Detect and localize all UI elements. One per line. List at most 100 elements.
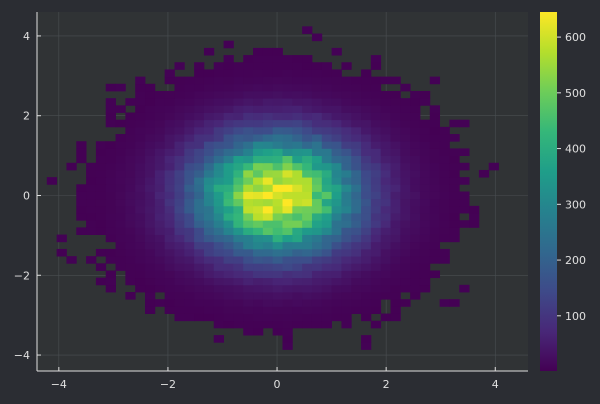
heatmap-cell	[203, 299, 215, 307]
heatmap-cell	[203, 155, 215, 164]
heatmap-cell	[410, 277, 421, 286]
heatmap-cell	[243, 119, 254, 128]
heatmap-cell	[331, 241, 342, 250]
heatmap-cell	[370, 270, 382, 279]
heatmap-cell	[203, 256, 215, 264]
heatmap-cell	[331, 83, 342, 92]
heatmap-cell	[469, 213, 480, 221]
heatmap-cell	[419, 213, 431, 221]
heatmap-cell	[341, 155, 352, 164]
heatmap-cell	[390, 234, 401, 243]
heatmap-cell	[194, 306, 205, 314]
heatmap-cell	[370, 248, 382, 257]
heatmap-cell	[86, 227, 97, 235]
heatmap-cell	[390, 134, 401, 142]
heatmap-cell	[184, 220, 195, 228]
heatmap-cell	[174, 213, 185, 221]
heatmap-cell	[282, 299, 293, 307]
heatmap-cell	[164, 112, 175, 121]
heatmap-cell	[390, 220, 401, 228]
heatmap-cell	[233, 177, 244, 185]
heatmap-cell	[135, 198, 146, 207]
heatmap-cell	[429, 220, 441, 228]
heatmap-cell	[341, 277, 352, 286]
heatmap-cell	[380, 213, 391, 221]
heatmap-cell	[370, 134, 382, 142]
heatmap-cell	[262, 112, 274, 121]
heatmap-cell	[223, 270, 234, 279]
heatmap-cell	[351, 191, 362, 200]
heatmap-cell	[282, 227, 293, 235]
heatmap-cell	[262, 162, 274, 171]
heatmap-cell	[272, 313, 283, 322]
heatmap-cell	[174, 234, 185, 243]
heatmap-cell	[419, 256, 431, 264]
heatmap-cell	[213, 105, 224, 113]
heatmap-cell	[203, 248, 215, 257]
heatmap-cell	[361, 335, 372, 343]
heatmap-cell	[135, 220, 146, 228]
heatmap-cell	[311, 277, 323, 286]
heatmap-cell	[449, 234, 460, 243]
heatmap-cell	[429, 141, 441, 149]
heatmap-cell	[184, 119, 195, 128]
heatmap-cell	[380, 162, 391, 171]
heatmap-cell	[154, 126, 166, 135]
heatmap-cell	[253, 277, 264, 286]
heatmap-cell	[253, 184, 264, 192]
heatmap-cell	[282, 69, 293, 78]
heatmap-cell	[174, 76, 185, 85]
heatmap-cell	[410, 134, 421, 142]
heatmap-cell	[174, 306, 185, 314]
heatmap-cell	[341, 256, 352, 264]
heatmap-cell	[145, 256, 156, 264]
heatmap-cell	[233, 62, 244, 70]
heatmap-cell	[86, 191, 97, 200]
heatmap-cell	[282, 134, 293, 142]
heatmap-cell	[380, 126, 391, 135]
heatmap-cell	[302, 141, 313, 149]
heatmap-cell	[341, 306, 352, 314]
heatmap-cell	[272, 227, 283, 235]
heatmap-cell	[400, 112, 411, 121]
heatmap-cell	[174, 162, 185, 171]
heatmap-cell	[223, 220, 234, 228]
heatmap-cell	[184, 248, 195, 257]
heatmap-cell	[105, 105, 116, 113]
heatmap-cell	[253, 205, 264, 214]
heatmap-cell	[105, 234, 116, 243]
heatmap-cell	[164, 69, 175, 78]
heatmap-cell	[390, 227, 401, 235]
heatmap-cell	[439, 227, 450, 235]
heatmap-cell	[341, 313, 352, 322]
heatmap-cell	[233, 169, 244, 178]
heatmap-cell	[135, 112, 146, 121]
heatmap-cell	[194, 299, 205, 307]
heatmap-cell	[243, 270, 254, 279]
heatmap-cell	[76, 148, 87, 156]
heatmap-cell	[331, 141, 342, 149]
heatmap-cell	[331, 313, 342, 322]
heatmap-cell	[86, 213, 97, 221]
heatmap-cell	[164, 306, 175, 314]
heatmap-cell	[243, 90, 254, 99]
heatmap-cell	[321, 306, 332, 314]
heatmap-cell	[311, 105, 323, 113]
heatmap-cell	[321, 184, 332, 192]
heatmap-cell	[253, 177, 264, 185]
heatmap-cell	[115, 263, 126, 271]
heatmap-cell	[292, 292, 303, 300]
heatmap-cell	[449, 184, 460, 192]
heatmap-cell	[262, 141, 274, 149]
heatmap-cell	[194, 220, 205, 228]
heatmap-cell	[154, 90, 166, 99]
heatmap-cell	[243, 320, 254, 329]
heatmap-cell	[194, 270, 205, 279]
heatmap-cell	[154, 248, 166, 257]
heatmap-cell	[341, 299, 352, 307]
heatmap-cell	[331, 299, 342, 307]
heatmap-cell	[370, 148, 382, 156]
heatmap-cell	[282, 213, 293, 221]
heatmap-cell	[282, 191, 293, 200]
heatmap-cell	[66, 256, 77, 264]
